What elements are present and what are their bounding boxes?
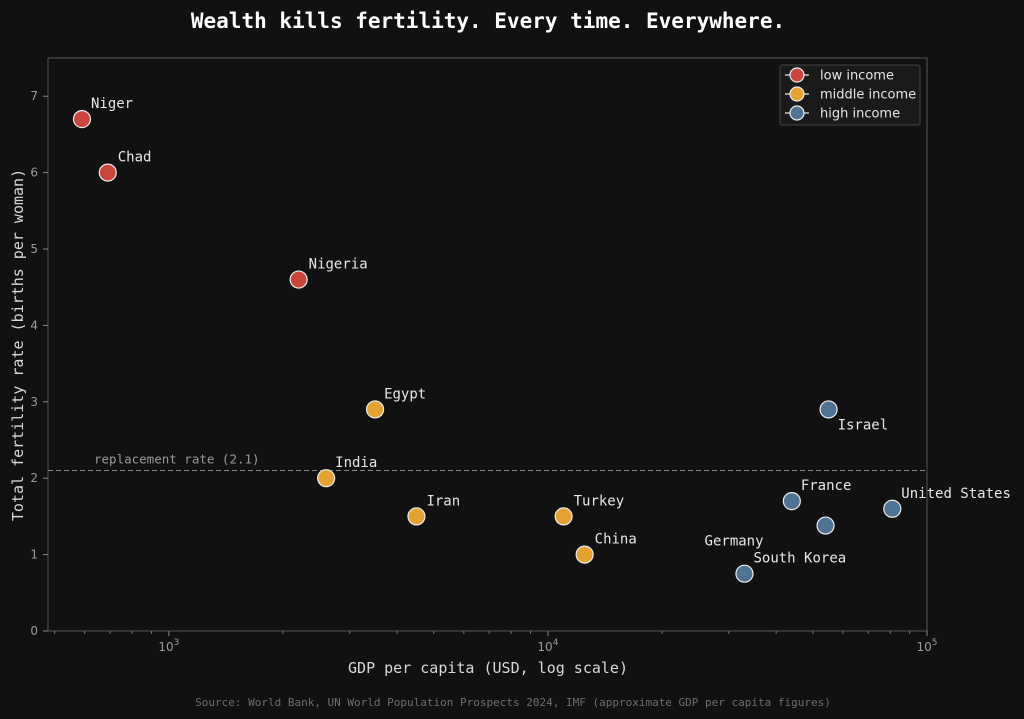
x-axis-label: GDP per capita (USD, log scale) (348, 659, 628, 677)
point-label-south-korea: South Korea (753, 551, 846, 567)
y-tick-label: 7 (30, 89, 38, 103)
y-tick-label: 6 (30, 166, 38, 180)
point-label-nigeria: Nigeria (309, 257, 368, 273)
replacement-rate-label: replacement rate (2.1) (94, 452, 260, 467)
point-egypt (365, 400, 385, 419)
point-india (317, 469, 336, 488)
point-label-germany: Germany (705, 534, 764, 550)
x-tick-label: 103 (158, 638, 179, 654)
chart-title: Wealth kills fertility. Every time. Ever… (191, 9, 785, 33)
y-tick-label: 3 (30, 395, 38, 409)
point-china (575, 545, 594, 564)
y-tick-label: 4 (30, 318, 38, 332)
legend-label-middle-income: middle income (820, 88, 916, 103)
point-label-france: France (801, 478, 852, 494)
point-france (782, 492, 801, 511)
point-label-turkey: Turkey (574, 493, 625, 509)
legend-box (779, 64, 921, 126)
x-tick-label: 105 (916, 638, 937, 654)
point-label-israel: Israel (838, 417, 889, 433)
point-label-united-states: United States (901, 486, 1011, 502)
point-iran (407, 507, 426, 526)
point-label-india: India (335, 455, 377, 471)
x-tick-label: 104 (537, 638, 558, 654)
plot-frame (47, 57, 928, 632)
legend-marker-low-income (789, 67, 805, 83)
legend-marker-high-income (789, 105, 805, 121)
point-nigeria (289, 270, 308, 289)
source-note: Source: World Bank, UN World Population … (195, 696, 831, 709)
y-tick-label: 2 (30, 471, 38, 485)
point-label-iran: Iran (426, 493, 460, 509)
point-germany (816, 516, 835, 535)
y-tick-label: 5 (30, 242, 38, 256)
point-israel (819, 400, 838, 419)
point-turkey (554, 507, 573, 526)
y-axis-label: Total fertility rate (births per woman) (9, 169, 27, 521)
point-united-states (883, 499, 902, 518)
legend-label-high-income: high income (820, 107, 900, 122)
y-tick-label: 0 (30, 624, 38, 638)
point-label-china: China (595, 532, 637, 548)
point-south-korea (735, 564, 754, 583)
point-label-egypt: Egypt (384, 386, 426, 402)
point-chad (98, 163, 117, 182)
legend-label-low-income: low income (820, 69, 894, 84)
point-niger (72, 110, 92, 129)
y-tick-label: 1 (30, 548, 38, 562)
legend-marker-middle-income (789, 86, 805, 102)
point-label-niger: Niger (91, 96, 133, 112)
point-label-chad: Chad (118, 150, 152, 166)
